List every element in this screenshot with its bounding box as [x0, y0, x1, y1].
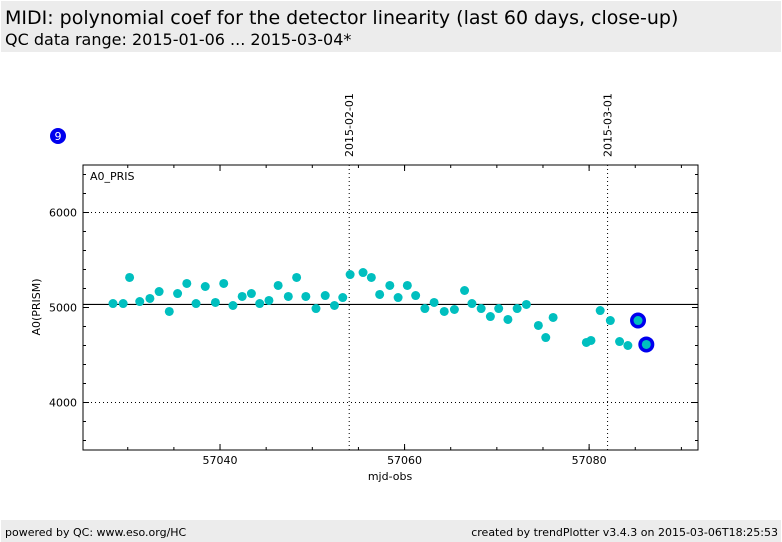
plot-frame: [82, 164, 699, 451]
chart-subtitle: QC data range: 2015-01-06 ... 2015-03-04…: [5, 30, 352, 49]
data-point: [311, 304, 321, 314]
x-tick-label: 57060: [387, 454, 422, 467]
data-point: [237, 291, 247, 301]
data-point: [283, 291, 293, 301]
data-point: [623, 341, 633, 350]
data-point: [200, 282, 210, 292]
data-point: [292, 272, 302, 282]
y-tick-label: 5000: [49, 302, 77, 315]
data-point: [633, 316, 643, 326]
y-axis-label: A0(PRISM): [30, 278, 43, 335]
y-tick-label: 6000: [49, 207, 77, 220]
data-point: [255, 299, 265, 309]
data-point: [411, 291, 421, 301]
x-axis-label: mjd-obs: [368, 470, 413, 483]
data-point: [449, 304, 459, 314]
data-point: [108, 299, 118, 309]
data-point: [164, 306, 174, 316]
data-point: [467, 299, 477, 309]
data-point: [595, 306, 605, 316]
count-badge-text: 9: [55, 130, 62, 143]
data-point: [548, 312, 558, 322]
count-badge: [50, 128, 66, 144]
data-point: [586, 335, 596, 345]
data-point: [375, 289, 385, 299]
data-point: [338, 293, 348, 303]
date-marker-label: 2015-03-01: [602, 93, 615, 157]
data-point: [191, 299, 201, 309]
data-point: [503, 314, 513, 324]
data-point: [641, 339, 651, 349]
data-point: [118, 299, 128, 309]
data-point: [145, 293, 155, 303]
footer: powered by QC: www.eso.org/HC created by…: [1, 520, 781, 542]
data-point: [182, 278, 192, 288]
chart-title: MIDI: polynomial coef for the detector l…: [5, 7, 679, 29]
header: MIDI: polynomial coef for the detector l…: [1, 1, 781, 52]
data-point: [135, 297, 145, 307]
footer-powered-by: powered by QC: www.eso.org/HC: [5, 526, 187, 539]
data-point: [173, 289, 183, 299]
data-point: [494, 304, 504, 314]
data-point: [264, 295, 274, 305]
data-point: [228, 301, 238, 311]
x-tick-label: 57040: [203, 454, 238, 467]
data-point: [476, 304, 486, 314]
data-point: [329, 301, 339, 311]
panel-label: A0_PRIS: [90, 170, 135, 183]
data-point: [301, 291, 311, 301]
data-point: [385, 280, 395, 290]
data-point: [541, 333, 551, 343]
data-point: [460, 285, 470, 295]
data-point: [615, 337, 625, 347]
footer-created-by: created by trendPlotter v3.4.3 on 2015-0…: [471, 526, 778, 539]
date-marker-label: 2015-02-01: [343, 93, 356, 157]
y-tick-label: 4000: [49, 397, 77, 410]
data-point: [512, 304, 522, 314]
data-point: [273, 280, 283, 290]
data-point: [320, 291, 330, 301]
data-point: [402, 280, 412, 290]
data-point: [219, 278, 229, 288]
data-point: [393, 293, 403, 303]
data-point: [605, 316, 615, 326]
data-point: [429, 297, 439, 307]
data-point: [154, 287, 164, 297]
data-point: [485, 312, 495, 322]
data-point: [366, 272, 376, 282]
data-point: [246, 289, 256, 299]
data-point: [439, 306, 449, 316]
data-point: [210, 297, 220, 307]
data-point: [358, 268, 368, 278]
data-point: [521, 299, 531, 309]
data-point: [345, 270, 355, 280]
data-point: [420, 304, 430, 314]
x-tick-label: 57080: [572, 454, 607, 467]
data-point: [533, 320, 543, 330]
data-point: [125, 272, 135, 282]
